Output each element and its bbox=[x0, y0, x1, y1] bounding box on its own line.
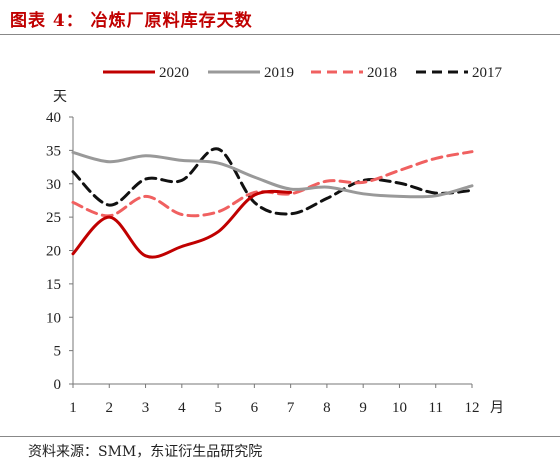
source-note: 资料来源：SMM，东证衍生品研究院 bbox=[28, 444, 263, 460]
legend-label-2020: 2020 bbox=[159, 65, 189, 81]
x-tick-label: 12 bbox=[465, 400, 480, 416]
y-tick-label: 15 bbox=[46, 277, 61, 293]
x-tick-label: 6 bbox=[251, 400, 259, 416]
y-tick-label: 25 bbox=[46, 210, 61, 226]
legend-label-2018: 2018 bbox=[367, 65, 397, 81]
x-tick-label: 8 bbox=[323, 400, 331, 416]
x-unit-label: 月 bbox=[490, 400, 504, 416]
x-tick-label: 7 bbox=[287, 400, 295, 416]
y-tick-label: 40 bbox=[46, 110, 61, 126]
y-unit-label: 天 bbox=[53, 89, 67, 105]
y-tick-label: 30 bbox=[46, 177, 61, 193]
series-lines bbox=[71, 147, 474, 259]
x-tick-label: 11 bbox=[429, 400, 443, 416]
legend: 2020 2019 2018 2017 bbox=[103, 65, 503, 81]
y-tick-label: 0 bbox=[54, 377, 62, 393]
x-tick-label: 1 bbox=[69, 400, 77, 416]
series-line-2017 bbox=[71, 147, 474, 216]
y-tick-label: 20 bbox=[46, 244, 61, 260]
x-tick-label: 5 bbox=[214, 400, 222, 416]
y-tick-label: 35 bbox=[46, 143, 61, 159]
top-rule bbox=[0, 34, 560, 35]
x-tick-label: 2 bbox=[106, 400, 114, 416]
y-tick-label: 5 bbox=[54, 344, 62, 360]
x-tick-label: 9 bbox=[359, 400, 367, 416]
figure-title: 图表 4： 冶炼厂原料库存天数 bbox=[10, 11, 253, 31]
x-tick-label: 10 bbox=[392, 400, 407, 416]
series-line-2020 bbox=[71, 189, 293, 259]
legend-label-2017: 2017 bbox=[472, 65, 503, 81]
bottom-rule bbox=[0, 436, 560, 437]
series-line-2019 bbox=[71, 150, 474, 199]
x-tick-label: 3 bbox=[142, 400, 150, 416]
y-tick-label: 10 bbox=[46, 310, 61, 326]
x-tick-label: 4 bbox=[178, 400, 186, 416]
legend-label-2019: 2019 bbox=[264, 65, 294, 81]
